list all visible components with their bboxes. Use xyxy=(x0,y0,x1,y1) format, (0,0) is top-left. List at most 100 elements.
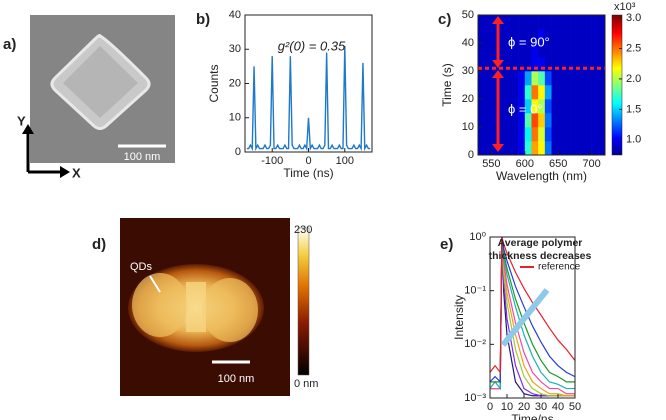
heatmap-cell xyxy=(498,85,506,100)
heatmap-cell xyxy=(478,29,485,44)
heatmap-cell xyxy=(531,29,539,44)
heatmap-cell xyxy=(578,71,586,86)
heatmap-cell xyxy=(591,71,599,86)
heatmap-cell xyxy=(538,29,546,44)
colorbar-label: x10³ xyxy=(614,1,636,13)
axis-label: Y xyxy=(17,113,26,128)
heatmap-cell xyxy=(551,57,559,72)
y-tick-label: 40 xyxy=(229,9,241,21)
heatmap-cell xyxy=(544,113,552,128)
heatmap-cell xyxy=(511,113,519,128)
x-tick-label: 700 xyxy=(582,158,600,170)
heatmap-cell xyxy=(558,141,566,156)
heatmap-cell xyxy=(598,141,606,156)
heatmap-cell xyxy=(538,85,546,100)
heatmap-cell xyxy=(591,127,599,142)
heatmap-cell xyxy=(504,127,512,142)
heatmap-cell xyxy=(484,15,492,30)
plot-frame xyxy=(489,236,576,399)
heatmap-cell xyxy=(531,15,539,30)
annotation: g²(0) = 0.35 xyxy=(278,38,346,53)
heatmap-cell xyxy=(491,127,499,142)
heatmap-cell xyxy=(524,85,532,100)
heatmap-cell xyxy=(531,57,539,72)
heatmap-cell xyxy=(518,71,526,86)
heatmap-cell xyxy=(544,29,552,44)
y-tick-label: 10⁻³ xyxy=(464,392,486,404)
heatmap-cell xyxy=(524,15,532,30)
heatmap-cell xyxy=(591,85,599,100)
heatmap-cell xyxy=(524,141,532,156)
plot-frame xyxy=(244,14,373,153)
heatmap-cell xyxy=(551,71,559,86)
panel-label: d) xyxy=(92,236,106,253)
heatmap-cell xyxy=(484,127,492,142)
colorbar-label: 0 nm xyxy=(294,378,318,390)
y-tick-label: 10⁻¹ xyxy=(464,285,486,297)
heatmap-cell xyxy=(564,127,572,142)
heatmap-cell xyxy=(558,99,566,114)
colorbar-tick-label: 2.0 xyxy=(626,73,641,85)
x-tick-label: 30 xyxy=(535,401,547,413)
heatmap-cell xyxy=(498,141,506,156)
heatmap-cell xyxy=(571,85,579,100)
heatmap-cell xyxy=(584,113,592,128)
heatmap-cell xyxy=(571,15,579,30)
heatmap-cell xyxy=(531,141,539,156)
heatmap-cell xyxy=(531,43,539,58)
heatmap-cell xyxy=(504,113,512,128)
x-axis-label: Time (ns) xyxy=(283,166,333,180)
heatmap-cell xyxy=(511,15,519,30)
heatmap-cell xyxy=(598,127,606,142)
heatmap-cell xyxy=(491,57,499,72)
y-tick-label: 20 xyxy=(462,93,474,105)
heatmap-cell xyxy=(511,29,519,44)
heatmap-cell xyxy=(564,43,572,58)
heatmap-cell xyxy=(544,141,552,156)
heatmap-cell xyxy=(511,99,519,114)
heatmap-cell xyxy=(504,43,512,58)
heatmap-cell xyxy=(538,15,546,30)
heatmap-cell xyxy=(478,85,485,100)
heatmap-cell xyxy=(544,127,552,142)
heatmap-cell xyxy=(518,99,526,114)
heatmap-cell xyxy=(491,113,499,128)
heatmap-cell xyxy=(591,15,599,30)
heatmap-cell xyxy=(591,43,599,58)
heatmap-cell xyxy=(571,141,579,156)
heatmap-cell xyxy=(551,99,559,114)
series-line xyxy=(490,237,575,375)
heatmap-cell xyxy=(491,85,499,100)
colorbar-tick-label: 1.5 xyxy=(626,103,641,115)
heatmap-cell xyxy=(531,113,539,128)
heatmap-cell xyxy=(518,57,526,72)
heatmap-cell xyxy=(518,113,526,128)
heatmap-cell xyxy=(478,141,485,156)
heatmap-cell xyxy=(598,99,606,114)
heatmap-cell xyxy=(524,99,532,114)
heatmap-cell xyxy=(524,29,532,44)
x-tick-label: 20 xyxy=(518,401,530,413)
heatmap-cell xyxy=(584,127,592,142)
heatmap-cell xyxy=(478,71,485,86)
heatmap-cell xyxy=(558,15,566,30)
heatmap-cell xyxy=(531,85,539,100)
heatmap-cell xyxy=(598,15,606,30)
panel-label: c) xyxy=(438,11,451,28)
heatmap-cell xyxy=(518,141,526,156)
y-tick-label: 10 xyxy=(229,112,241,124)
heatmap-cell xyxy=(564,85,572,100)
heatmap-cell xyxy=(538,99,546,114)
heatmap-cell xyxy=(571,99,579,114)
heatmap-cell xyxy=(544,57,552,72)
x-tick-label: 650 xyxy=(549,158,567,170)
heatmap-cell xyxy=(538,141,546,156)
data-line xyxy=(246,45,371,152)
heatmap-cell xyxy=(584,99,592,114)
heatmap-cell xyxy=(558,29,566,44)
heatmap-cell xyxy=(571,127,579,142)
heatmap-cell xyxy=(498,99,506,114)
heatmap-cell xyxy=(524,127,532,142)
heatmap-cell xyxy=(544,43,552,58)
heatmap-cell xyxy=(598,71,606,86)
